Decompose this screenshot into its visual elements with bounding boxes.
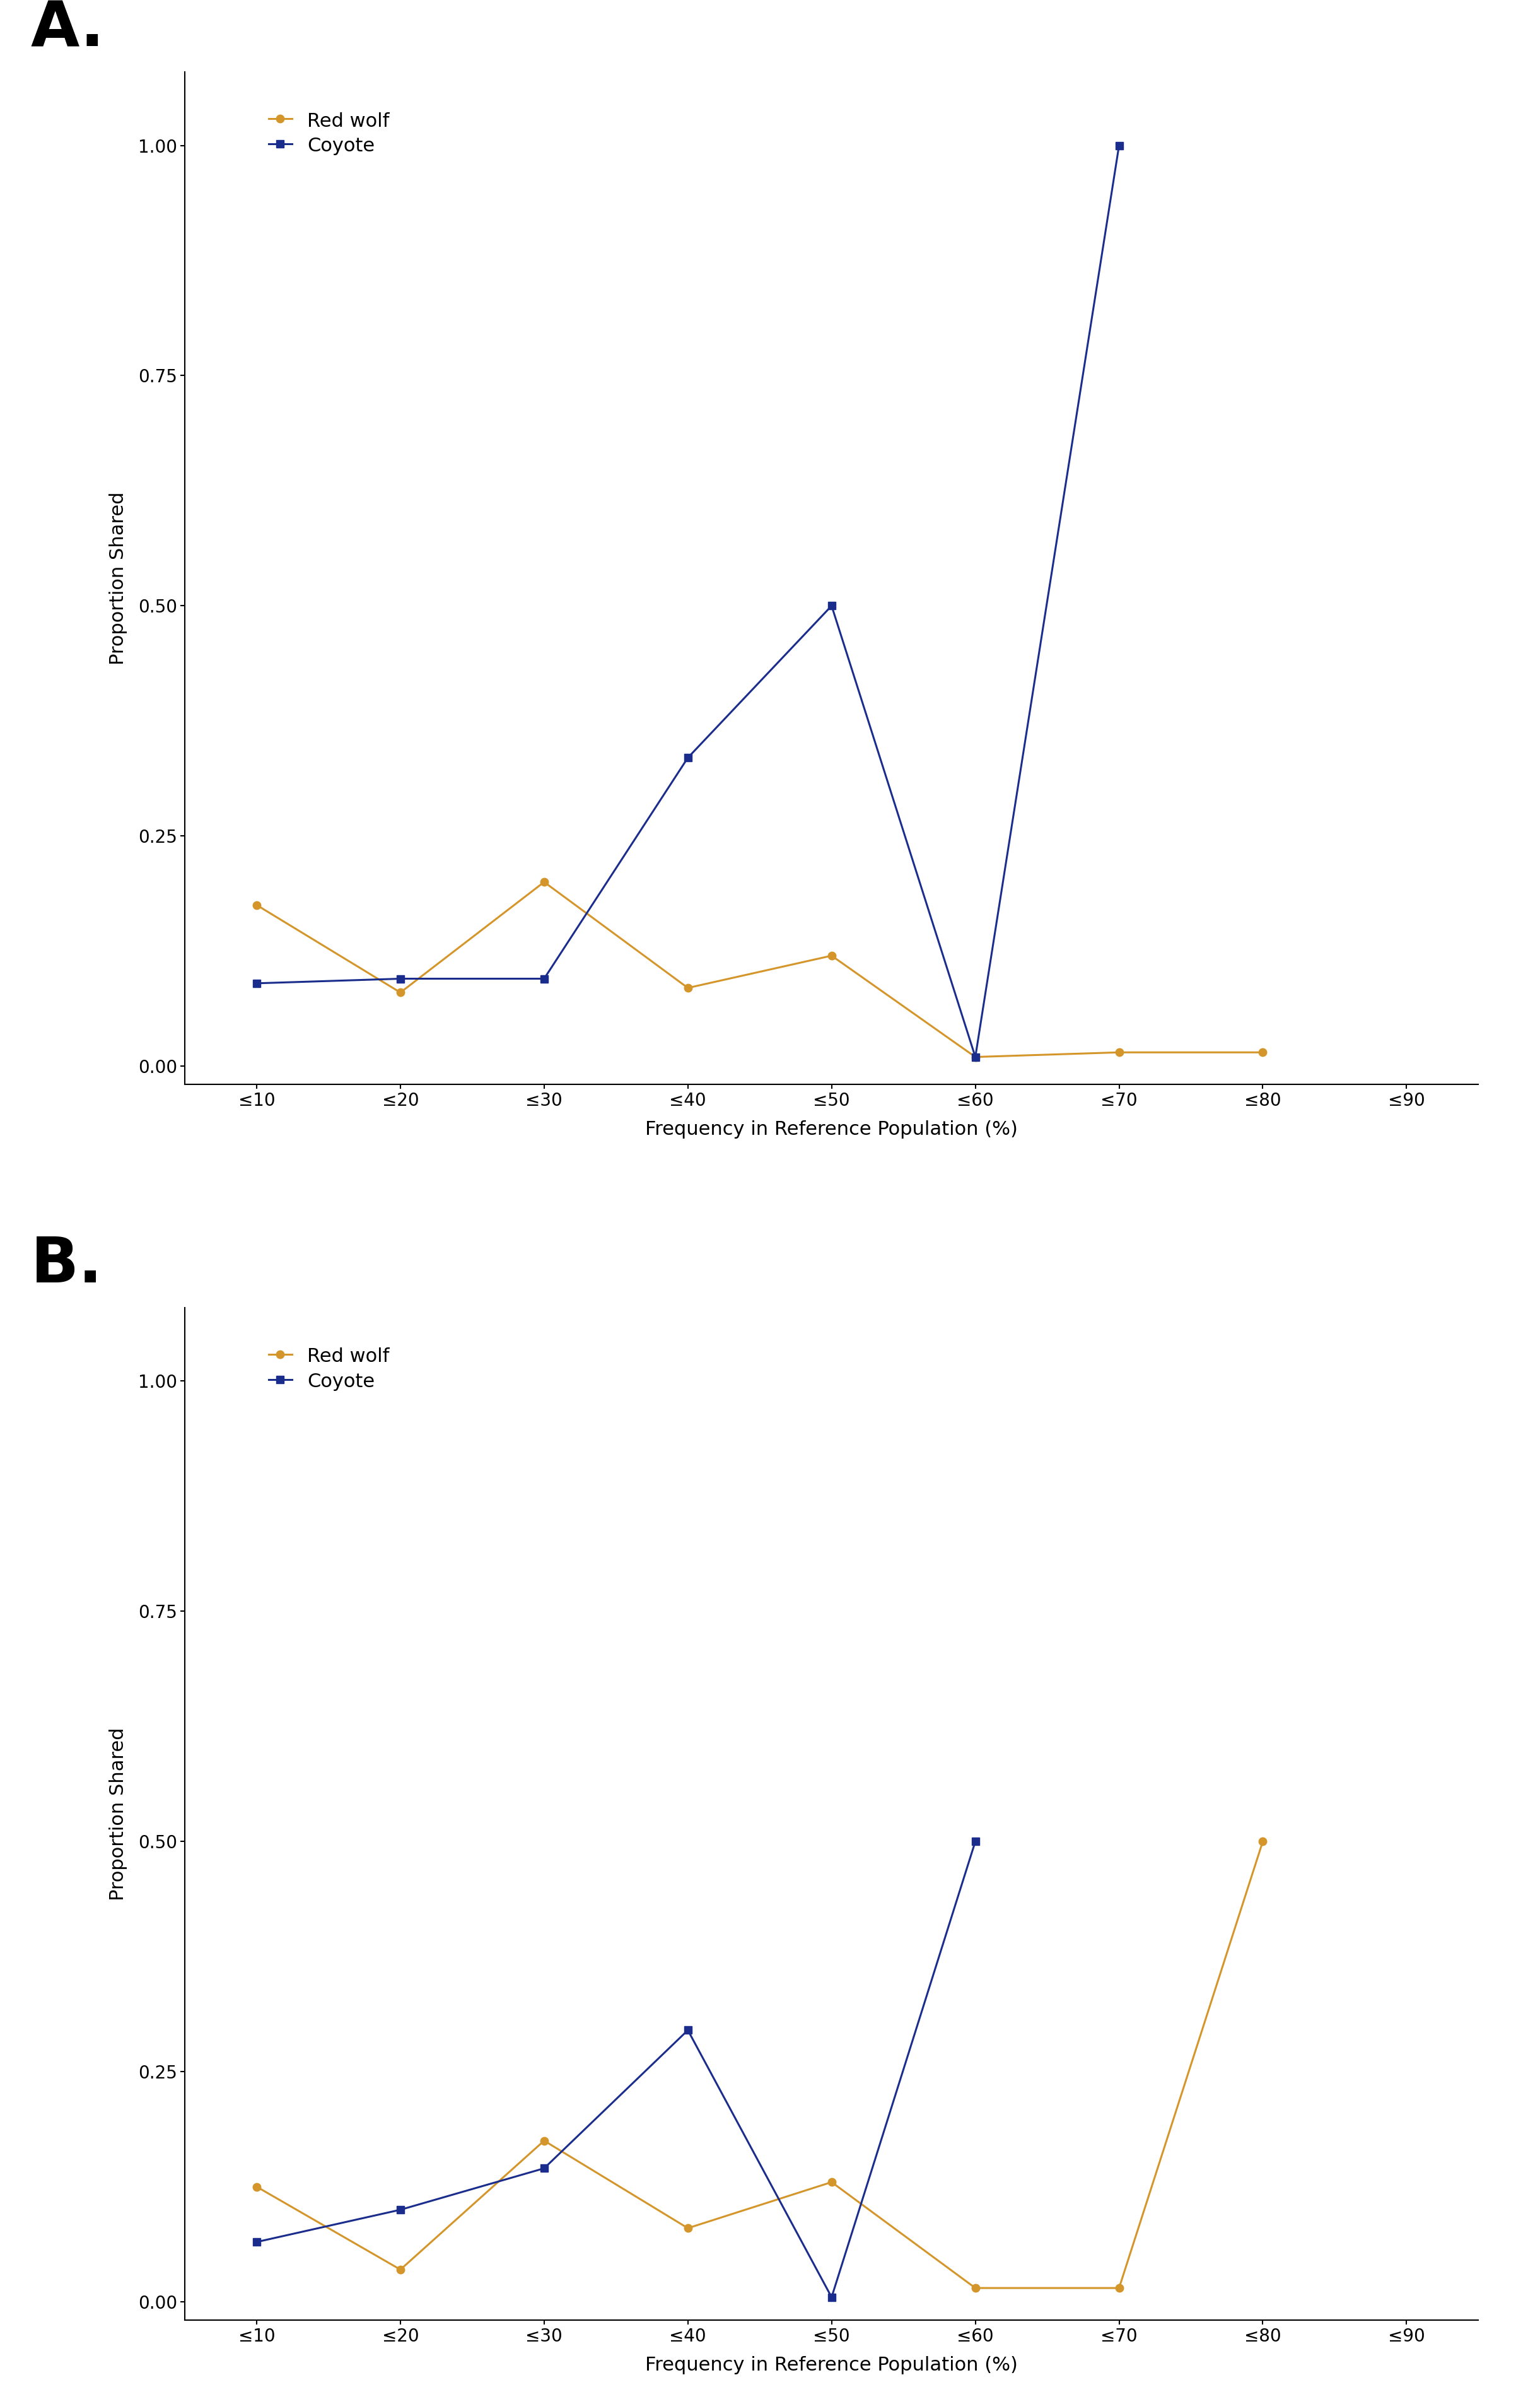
Line: Coyote: Coyote (253, 1837, 979, 2301)
Y-axis label: Proportion Shared: Proportion Shared (109, 493, 128, 665)
Red wolf (534, 868, 553, 897)
Text: A.: A. (31, 0, 105, 60)
Coyote (391, 964, 410, 993)
X-axis label: Frequency in Reference Population (%): Frequency in Reference Population (%) (645, 2356, 1018, 2375)
Line: Red wolf: Red wolf (253, 1837, 1267, 2292)
Coyote (822, 2282, 841, 2311)
Coyote (1110, 132, 1129, 160)
Red wolf (1110, 1038, 1129, 1067)
Coyote (822, 591, 841, 620)
Red wolf (822, 942, 841, 971)
Coyote (679, 744, 698, 773)
Legend: Red wolf, Coyote: Red wolf, Coyote (259, 1337, 399, 1399)
Coyote (248, 2227, 266, 2256)
Red wolf (1254, 1827, 1272, 1856)
Red wolf (1254, 1038, 1272, 1067)
Y-axis label: Proportion Shared: Proportion Shared (109, 1727, 128, 1899)
X-axis label: Frequency in Reference Population (%): Frequency in Reference Population (%) (645, 1119, 1018, 1139)
Red wolf (966, 1043, 984, 1072)
Red wolf (248, 2172, 266, 2201)
Red wolf (679, 974, 698, 1002)
Coyote (534, 964, 553, 993)
Red wolf (966, 2275, 984, 2303)
Red wolf (822, 2167, 841, 2196)
Red wolf (1110, 2275, 1129, 2303)
Red wolf (534, 2126, 553, 2155)
Coyote (966, 1043, 984, 1072)
Legend: Red wolf, Coyote: Red wolf, Coyote (259, 100, 399, 165)
Red wolf (391, 2256, 410, 2284)
Red wolf (391, 978, 410, 1007)
Red wolf (248, 890, 266, 919)
Line: Red wolf: Red wolf (253, 878, 1267, 1062)
Red wolf (679, 2215, 698, 2244)
Line: Coyote: Coyote (253, 141, 1123, 1062)
Text: B.: B. (31, 1234, 103, 1296)
Coyote (534, 2153, 553, 2182)
Coyote (966, 1827, 984, 1856)
Coyote (391, 2196, 410, 2225)
Coyote (248, 969, 266, 997)
Coyote (679, 2016, 698, 2045)
